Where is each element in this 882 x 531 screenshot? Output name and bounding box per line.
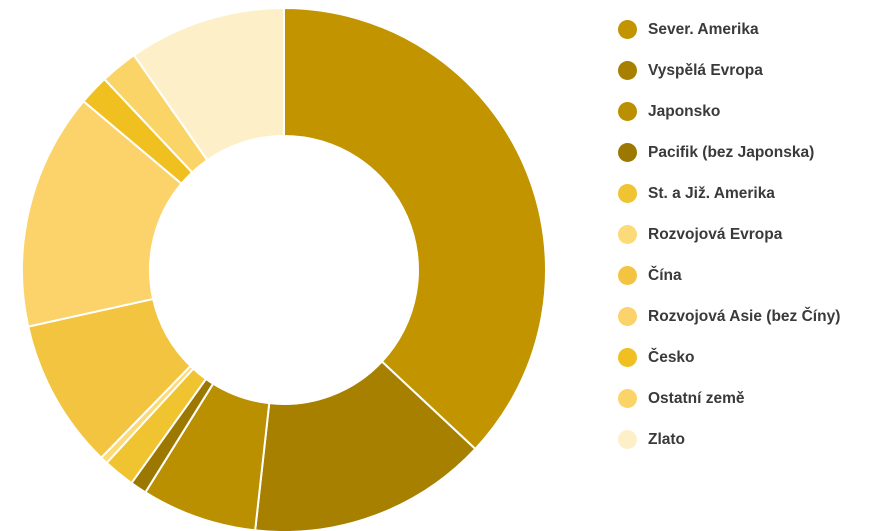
legend-item: Česko (618, 337, 840, 378)
legend-label: Vyspělá Evropa (648, 61, 763, 79)
legend-label: Rozvojová Evropa (648, 225, 783, 243)
legend-label: Zlato (648, 430, 686, 448)
legend-item: Japonsko (618, 91, 840, 132)
legend-swatch (618, 225, 637, 244)
legend-swatch (618, 102, 637, 121)
legend-label: Pacifik (bez Japonska) (648, 143, 815, 161)
legend-item: Rozvojová Evropa (618, 214, 840, 255)
legend-item: Ostatní země (618, 378, 840, 419)
legend-item: Rozvojová Asie (bez Číny) (618, 296, 840, 337)
legend-item: Sever. Amerika (618, 9, 840, 50)
legend-swatch (618, 184, 637, 203)
legend-swatch (618, 307, 637, 326)
legend-label: St. a Již. Amerika (648, 184, 775, 202)
legend-label: Čína (648, 266, 682, 284)
chart-legend: Sever. Amerika Vyspělá Evropa Japonsko Paci… (618, 9, 840, 460)
legend-item: St. a Již. Amerika (618, 173, 840, 214)
donut-chart (21, 6, 547, 531)
legend-label: Sever. Amerika (648, 20, 759, 38)
legend-swatch (618, 20, 637, 39)
legend-item: Vyspělá Evropa (618, 50, 840, 91)
legend-item: Čína (618, 255, 840, 296)
donut-slice-11 (132, 6, 285, 162)
legend-label: Česko (648, 348, 695, 366)
legend-swatch (618, 61, 637, 80)
legend-swatch (618, 266, 637, 285)
legend-swatch (618, 430, 637, 449)
legend-swatch (618, 348, 637, 367)
legend-swatch (618, 389, 637, 408)
donut-slice-1 (283, 6, 547, 451)
legend-item: Zlato (618, 419, 840, 460)
legend-label: Rozvojová Asie (bez Číny) (648, 307, 841, 325)
legend-item: Pacifik (bez Japonska) (618, 132, 840, 173)
legend-swatch (618, 143, 637, 162)
donut-slice-8 (21, 99, 183, 328)
legend-label: Ostatní země (648, 389, 745, 407)
legend-label: Japonsko (648, 102, 721, 120)
donut-slice-2 (254, 360, 477, 531)
